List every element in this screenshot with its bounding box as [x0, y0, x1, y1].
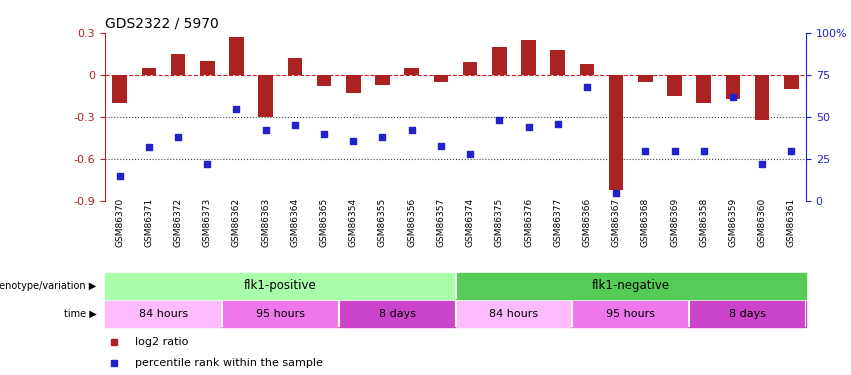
Text: 84 hours: 84 hours [489, 309, 539, 319]
Point [522, 124, 535, 130]
Bar [434, 75, 448, 82]
Bar [726, 75, 740, 99]
Bar [259, 75, 273, 117]
Point [405, 128, 419, 134]
Text: 84 hours: 84 hours [139, 309, 188, 319]
Point [638, 148, 652, 154]
Text: genotype/variation ▶: genotype/variation ▶ [0, 281, 96, 291]
Point [434, 142, 448, 148]
Point [288, 122, 301, 128]
Point [785, 148, 798, 154]
Bar [667, 75, 682, 96]
Text: GDS2322 / 5970: GDS2322 / 5970 [105, 16, 219, 30]
Bar [222, 301, 339, 327]
Bar [463, 62, 477, 75]
Bar [105, 273, 455, 299]
Text: flk1-positive: flk1-positive [244, 279, 317, 292]
Point [463, 151, 477, 157]
Bar [141, 68, 156, 75]
Bar [573, 301, 689, 327]
Point [493, 117, 506, 123]
Text: time ▶: time ▶ [64, 309, 96, 319]
Bar [288, 58, 302, 75]
Bar [492, 47, 506, 75]
Bar [171, 54, 186, 75]
Point [375, 134, 389, 140]
Point [142, 144, 156, 150]
Bar [346, 75, 361, 93]
Point [756, 161, 769, 167]
Text: 95 hours: 95 hours [606, 309, 655, 319]
Point [726, 94, 740, 100]
Text: percentile rank within the sample: percentile rank within the sample [134, 358, 323, 368]
Point [113, 173, 127, 179]
Bar [580, 64, 594, 75]
Bar [455, 301, 573, 327]
Bar [608, 75, 624, 190]
Point [201, 161, 214, 167]
Bar [689, 301, 806, 327]
Point [346, 138, 360, 144]
Point [580, 84, 594, 90]
Bar [112, 75, 127, 103]
Bar [455, 273, 806, 299]
Point [668, 148, 682, 154]
Point [259, 128, 272, 134]
Point [609, 190, 623, 196]
Bar [339, 301, 455, 327]
Text: 8 days: 8 days [729, 309, 766, 319]
Bar [696, 75, 711, 103]
Point [230, 106, 243, 112]
Bar [638, 75, 653, 82]
Bar [521, 40, 536, 75]
Bar [229, 37, 243, 75]
Bar [404, 68, 419, 75]
Point [317, 131, 331, 137]
Bar [317, 75, 331, 86]
Text: 8 days: 8 days [379, 309, 415, 319]
Bar [105, 301, 222, 327]
Bar [755, 75, 769, 120]
Bar [375, 75, 390, 85]
Text: flk1-negative: flk1-negative [591, 279, 670, 292]
Bar [551, 50, 565, 75]
Text: 95 hours: 95 hours [256, 309, 305, 319]
Point [551, 121, 564, 127]
Text: log2 ratio: log2 ratio [134, 337, 188, 346]
Point [697, 148, 711, 154]
Bar [200, 61, 214, 75]
Bar [784, 75, 799, 89]
Point [171, 134, 185, 140]
